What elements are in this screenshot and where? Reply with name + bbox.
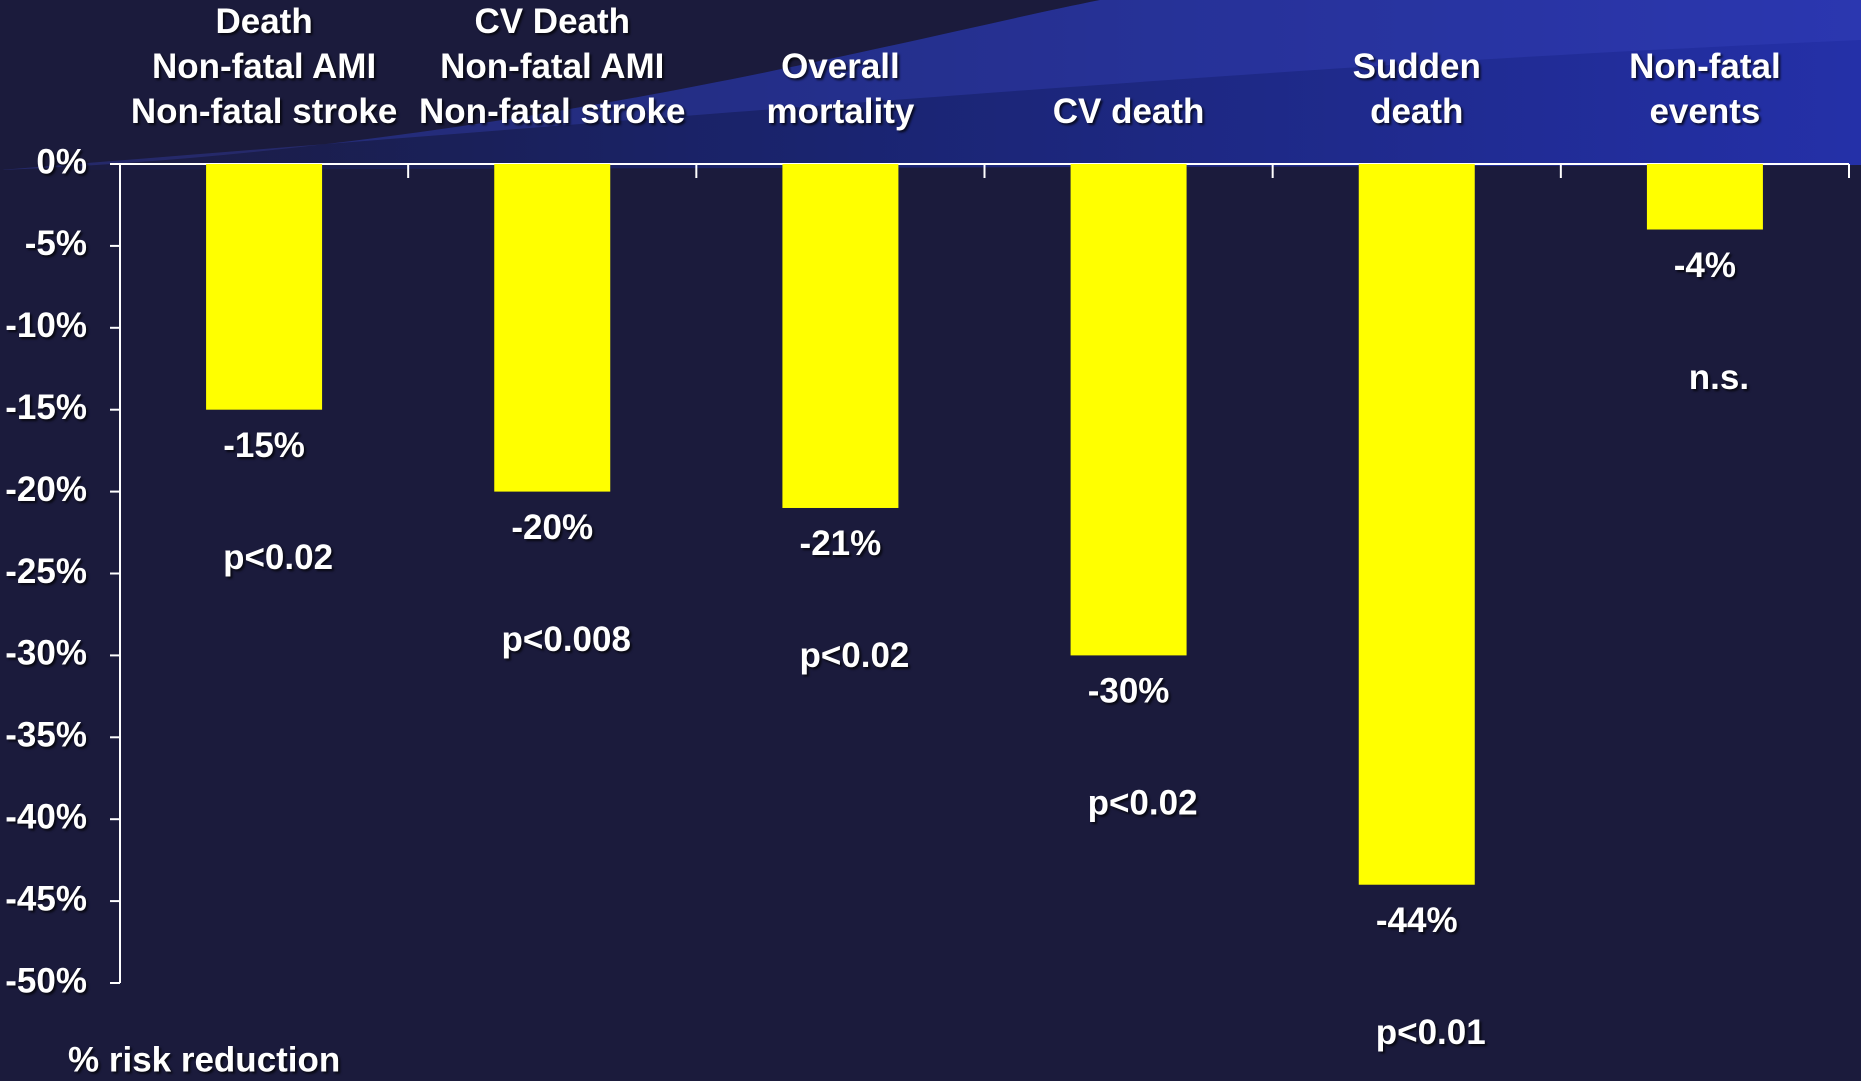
category-line: Non-fatal stroke — [131, 92, 397, 131]
x-tick-label: CV Death Non-fatal AMI Non-fatal stroke — [419, 2, 685, 131]
category-line: Non-fatal AMI — [152, 47, 376, 86]
x-tick-label: Overall mortality — [767, 47, 915, 131]
category-line: death — [1370, 92, 1463, 131]
y-tick-label: -25% — [5, 552, 87, 591]
y-tick-label: -30% — [5, 634, 87, 673]
y-tick-label: -35% — [5, 716, 87, 755]
category-line: Non-fatal AMI — [440, 47, 664, 86]
y-tick-label: -40% — [5, 797, 87, 836]
y-axis-label: % risk reduction — [68, 1040, 340, 1079]
y-tick-label: -50% — [5, 961, 87, 1000]
value-label: -15% — [223, 426, 305, 465]
value-label: -20% — [511, 508, 593, 547]
y-tick-label: -45% — [5, 879, 87, 918]
p-value-label: p<0.02 — [1088, 784, 1198, 823]
category-line: mortality — [767, 92, 915, 131]
category-line: Sudden — [1353, 47, 1481, 86]
x-tick-label: CV death — [1053, 92, 1205, 131]
p-value-label: p<0.01 — [1376, 1013, 1486, 1052]
y-tick-label: 0% — [36, 142, 87, 181]
value-label: -21% — [800, 524, 882, 563]
value-label: -30% — [1088, 672, 1170, 711]
category-line: CV death — [1053, 92, 1205, 131]
p-value-label: p<0.02 — [223, 538, 333, 577]
category-line: Overall — [781, 47, 900, 86]
p-value-label: p<0.008 — [502, 620, 631, 659]
y-tick-label: -10% — [5, 306, 87, 345]
y-tick-label: -20% — [5, 470, 87, 509]
category-line: Non-fatal — [1629, 47, 1781, 86]
x-tick-label: Non-fatal events — [1629, 47, 1781, 131]
p-value-label: p<0.02 — [799, 636, 909, 675]
bar — [782, 164, 899, 508]
bar — [1070, 164, 1187, 656]
bar — [494, 164, 611, 492]
bar — [1646, 164, 1763, 230]
category-line: Non-fatal stroke — [419, 92, 685, 131]
bar — [1358, 164, 1475, 885]
bar — [206, 164, 323, 410]
value-label: -44% — [1376, 901, 1458, 940]
x-tick-label: Sudden death — [1353, 47, 1481, 131]
y-tick-label: -5% — [25, 224, 87, 263]
category-line: events — [1649, 92, 1760, 131]
category-line: Death — [215, 2, 312, 41]
header-highlight — [0, 0, 1861, 170]
value-label: -4% — [1674, 246, 1736, 285]
header-swoosh — [0, 0, 1861, 170]
p-value-label: n.s. — [1689, 358, 1749, 397]
x-tick-label: Death Non-fatal AMI Non-fatal stroke — [131, 2, 397, 131]
y-tick-label: -15% — [5, 388, 87, 427]
category-line: CV Death — [474, 2, 630, 41]
